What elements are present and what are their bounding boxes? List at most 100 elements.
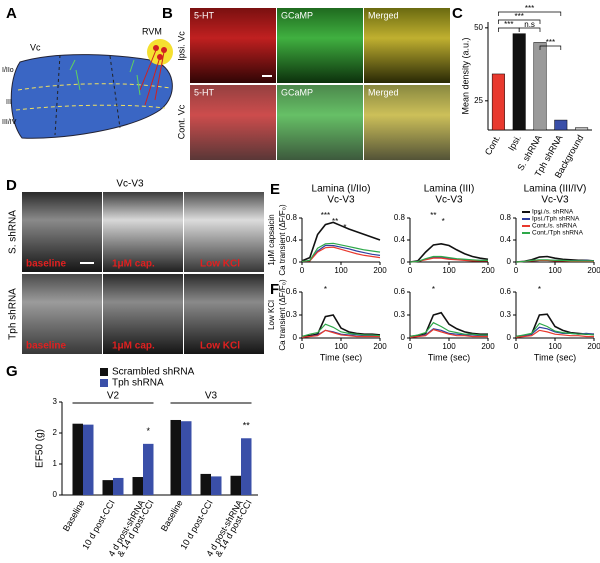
panel-d: D Vc-V3 baseline 1μM cap. Low KCl baseli… [6,177,264,354]
y-tick-label: 0 [507,333,512,342]
panel-b: B 5-HT GCaMP Merged 5-HT GCaMP Merged Ip… [162,5,450,160]
annotation: * [538,285,541,294]
bar [72,423,83,495]
image [277,85,363,160]
label: RVM [142,26,162,36]
series-line [409,255,488,263]
column-label: GCaMP [281,87,313,97]
bar [170,419,181,495]
lamina-line [17,83,171,91]
label: Vc [30,42,41,52]
legend-label: Tph shRNA [112,378,164,389]
lamina-line [15,104,166,111]
y-axis-label: Low KCl [267,300,276,330]
annotation: *** [525,4,534,13]
label: I/IIo [2,67,14,74]
annotation: n.s [524,20,535,29]
y-tick-label: 0.6 [286,287,298,296]
x-tick-label: 0 [300,266,305,275]
chart-title: Vc-V3 [435,195,463,206]
series-line [515,313,594,338]
panel-letter: G [6,363,18,380]
x-tick-label: 0 [514,342,519,351]
y-tick-label: 50 [474,23,483,32]
chart-title: Vc-V3 [327,195,355,206]
column-label: 1μM cap. [112,341,155,352]
panel-title: Vc-V3 [116,179,144,190]
panel-a: A Vc RVM I/IIo III III/IV [2,5,173,139]
group-label: V2 [107,391,120,402]
legend-label: Ipsi./Tph shRNA [532,216,580,223]
panel-letter: C [452,5,463,22]
bar [181,421,192,495]
y-tick-label: 0.4 [500,235,512,244]
divider [54,54,121,136]
series-line [409,311,488,338]
x-tick-label: 100 [334,266,348,275]
panel-letter: A [6,5,17,22]
x-tick-label: 100 [548,342,562,351]
image [184,274,264,354]
y-tick-label: 1 [53,459,58,468]
group-label: V3 [205,391,218,402]
label: III/IV [2,119,17,126]
bar [241,438,252,495]
x-tick-label: 100 [442,342,456,351]
panel-letter: D [6,177,17,194]
bracket [498,19,541,24]
annotation: * [146,426,150,436]
annotation: ** [430,211,436,220]
y-tick-label: 2 [53,428,58,437]
x-tick-label: 0 [408,266,413,275]
column-label: Merged [368,10,399,20]
y-tick-label: 0.3 [500,310,512,319]
chart-title: Lamina (I/IIo) [312,184,371,195]
series-line [409,321,488,338]
annotation: * [432,285,435,294]
y-tick-label: 0.8 [394,213,406,222]
bar [533,42,547,131]
row-label: Ipsi. Vc [176,31,186,61]
series-line [515,326,595,338]
annotation: * [442,217,445,226]
y-axis-label: Ca transient (ΔF/F₀) [278,279,287,351]
bar [113,477,124,495]
bar [211,476,222,495]
legend-label: Ipsi./s. shRNA [532,209,574,216]
series-line [409,243,489,263]
bar [132,477,143,495]
y-tick-label: 25 [474,96,483,105]
series-line [301,221,381,262]
y-tick-label: 0.4 [394,235,406,244]
bar [230,475,241,495]
y-tick-label: 0.3 [394,310,406,319]
x-tick-label: Baseline [159,498,185,533]
y-tick-label: 0.6 [394,287,406,296]
y-tick-label: 0.4 [286,235,298,244]
panel-letter: F [270,281,279,298]
rvm-cell [153,45,159,51]
y-axis-label: Mean density (a.u.) [460,37,470,114]
chart-title: Lamina (III) [424,184,475,195]
row-label: S. shRNA [8,210,19,254]
y-axis-label: Ca transient (ΔF/F₀) [278,204,287,276]
x-tick-label: 200 [481,266,495,275]
x-tick-label: 200 [373,342,387,351]
series-line [409,328,488,338]
image [277,8,363,83]
series-line [515,329,594,338]
image [103,192,183,272]
column-label: Merged [368,87,399,97]
bracket [518,27,541,32]
x-tick-label: 200 [481,342,495,351]
y-tick-label: 0 [401,257,406,266]
row-label: Tph shRNA [8,288,19,340]
image [184,192,264,272]
x-tick-label: Baseline [61,498,87,533]
rvm [147,39,173,65]
y-tick-label: 0 [293,257,298,266]
legend-label: Scrambled shRNA [112,367,195,378]
x-tick-label: 0 [300,342,305,351]
y-tick-label: 0 [293,333,298,342]
annotation: * [324,285,327,294]
